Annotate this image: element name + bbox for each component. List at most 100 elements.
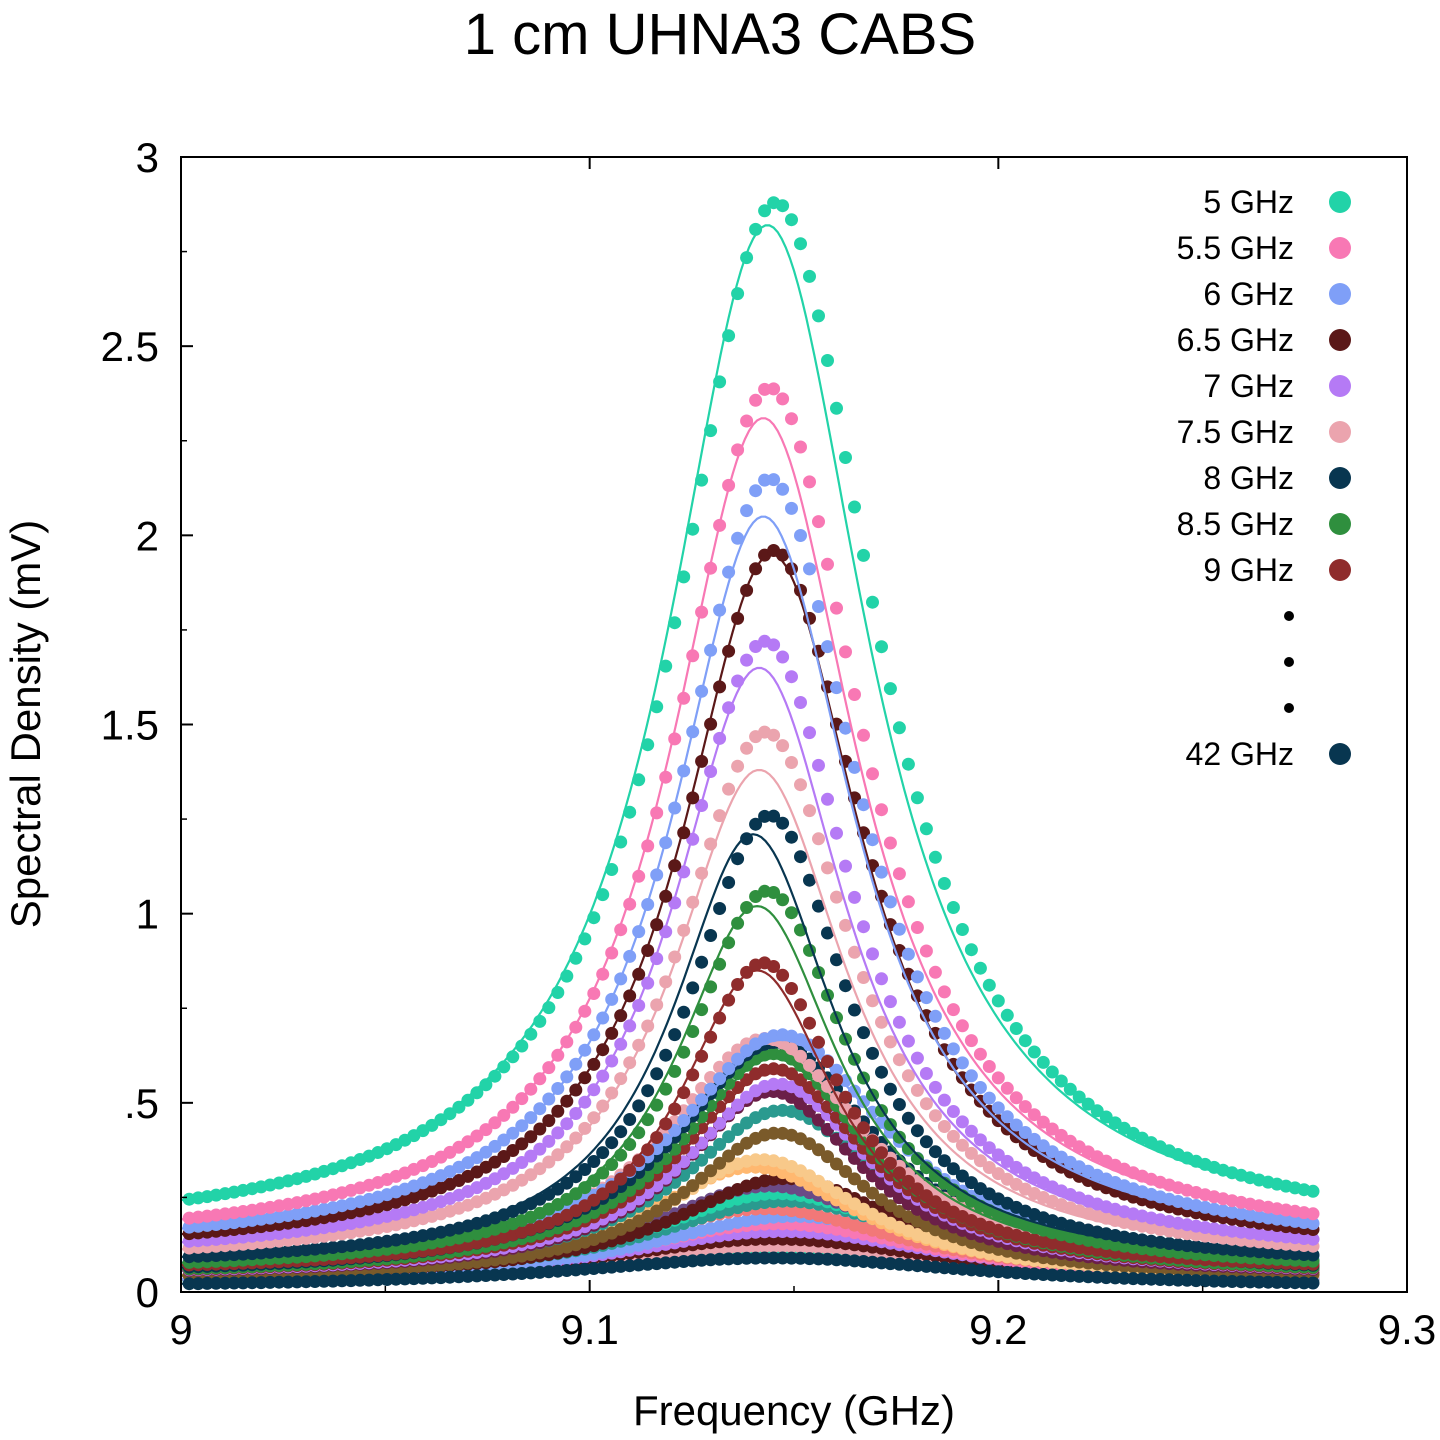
data-point bbox=[767, 728, 781, 742]
data-point bbox=[497, 1133, 511, 1147]
data-point bbox=[632, 773, 646, 787]
data-point bbox=[803, 269, 816, 283]
data-point bbox=[803, 562, 816, 576]
data-point bbox=[928, 850, 942, 864]
data-point bbox=[740, 414, 754, 428]
data-point bbox=[857, 548, 870, 562]
data-point bbox=[686, 649, 700, 663]
data-point bbox=[524, 1082, 538, 1096]
data-point bbox=[524, 1130, 538, 1144]
data-point bbox=[839, 721, 852, 735]
data-point bbox=[677, 570, 691, 584]
data-point bbox=[650, 998, 664, 1012]
data-point bbox=[551, 1048, 565, 1062]
data-point bbox=[928, 1026, 942, 1040]
data-point bbox=[722, 1130, 736, 1144]
data-point bbox=[776, 650, 790, 664]
data-point bbox=[955, 1019, 969, 1033]
data-point bbox=[668, 732, 682, 746]
data-point bbox=[578, 1095, 592, 1109]
data-point bbox=[677, 826, 691, 840]
data-point bbox=[551, 1082, 565, 1095]
data-point bbox=[794, 1058, 807, 1072]
data-point bbox=[533, 1014, 547, 1028]
data-point bbox=[668, 1192, 682, 1206]
data-point bbox=[560, 1176, 574, 1190]
data-point bbox=[605, 863, 619, 876]
data-point bbox=[317, 1274, 331, 1288]
data-point bbox=[830, 890, 843, 904]
ticks-layer: 9 9.1 9.2 9.3 0 .5 1 1.5 2 2.5 3 bbox=[101, 134, 1437, 1353]
data-point bbox=[650, 868, 664, 882]
data-point bbox=[758, 1251, 772, 1265]
data-point bbox=[1027, 1045, 1041, 1059]
data-point bbox=[560, 969, 574, 983]
data-point bbox=[524, 1111, 538, 1125]
data-point bbox=[695, 866, 709, 880]
data-point bbox=[973, 1047, 987, 1061]
data-point bbox=[542, 1001, 556, 1015]
data-point bbox=[776, 968, 790, 982]
data-point bbox=[1306, 1184, 1320, 1198]
data-point bbox=[281, 1275, 295, 1289]
data-point bbox=[695, 473, 709, 487]
data-point bbox=[623, 805, 637, 819]
series-8-ghz bbox=[181, 809, 1320, 1264]
data-point bbox=[569, 1170, 583, 1184]
data-point bbox=[785, 906, 798, 920]
data-point bbox=[964, 943, 978, 957]
data-point bbox=[596, 1069, 610, 1083]
data-point bbox=[650, 952, 664, 966]
data-point bbox=[524, 1027, 538, 1041]
data-point bbox=[623, 897, 637, 911]
data-point bbox=[542, 1155, 556, 1169]
data-point bbox=[668, 896, 682, 910]
legend-ellipsis-dot bbox=[1284, 611, 1294, 621]
data-point bbox=[722, 478, 736, 492]
data-point bbox=[839, 918, 852, 932]
data-point bbox=[821, 926, 834, 940]
data-point bbox=[641, 898, 655, 911]
data-point bbox=[1027, 1108, 1041, 1122]
data-point bbox=[892, 1166, 906, 1180]
data-point bbox=[659, 1117, 673, 1131]
data-point bbox=[686, 1068, 700, 1082]
data-point bbox=[605, 1136, 619, 1150]
data-point bbox=[857, 971, 870, 984]
data-point bbox=[569, 1057, 583, 1071]
data-point bbox=[892, 1053, 906, 1067]
data-point bbox=[677, 1045, 691, 1059]
data-point bbox=[713, 957, 727, 971]
data-point bbox=[1207, 1274, 1221, 1288]
data-point bbox=[901, 757, 915, 771]
data-point bbox=[614, 923, 628, 937]
data-point bbox=[937, 1093, 951, 1107]
data-point bbox=[686, 1025, 700, 1038]
data-point bbox=[749, 484, 763, 498]
legend-marker bbox=[1329, 513, 1351, 535]
data-point bbox=[695, 799, 709, 812]
data-point bbox=[803, 873, 816, 887]
data-point bbox=[830, 953, 843, 967]
data-point bbox=[964, 1069, 978, 1083]
data-point bbox=[1018, 1034, 1032, 1048]
data-point bbox=[812, 899, 825, 913]
data-point bbox=[740, 251, 754, 265]
data-point bbox=[623, 1163, 637, 1177]
x-axis-label: Frequency (GHz) bbox=[633, 1387, 955, 1434]
data-point bbox=[668, 1064, 682, 1078]
data-point bbox=[749, 1251, 763, 1265]
data-point bbox=[1045, 1065, 1059, 1079]
data-point bbox=[883, 1082, 897, 1096]
data-point bbox=[919, 1097, 933, 1111]
data-point bbox=[695, 684, 709, 698]
data-point bbox=[1171, 1273, 1185, 1287]
data-point bbox=[722, 993, 736, 1007]
legend-marker bbox=[1329, 421, 1351, 443]
data-point bbox=[749, 393, 763, 407]
data-point bbox=[632, 1126, 646, 1140]
data-point bbox=[919, 822, 933, 836]
data-point bbox=[910, 921, 924, 934]
data-point bbox=[848, 760, 861, 774]
data-point bbox=[731, 1123, 745, 1136]
